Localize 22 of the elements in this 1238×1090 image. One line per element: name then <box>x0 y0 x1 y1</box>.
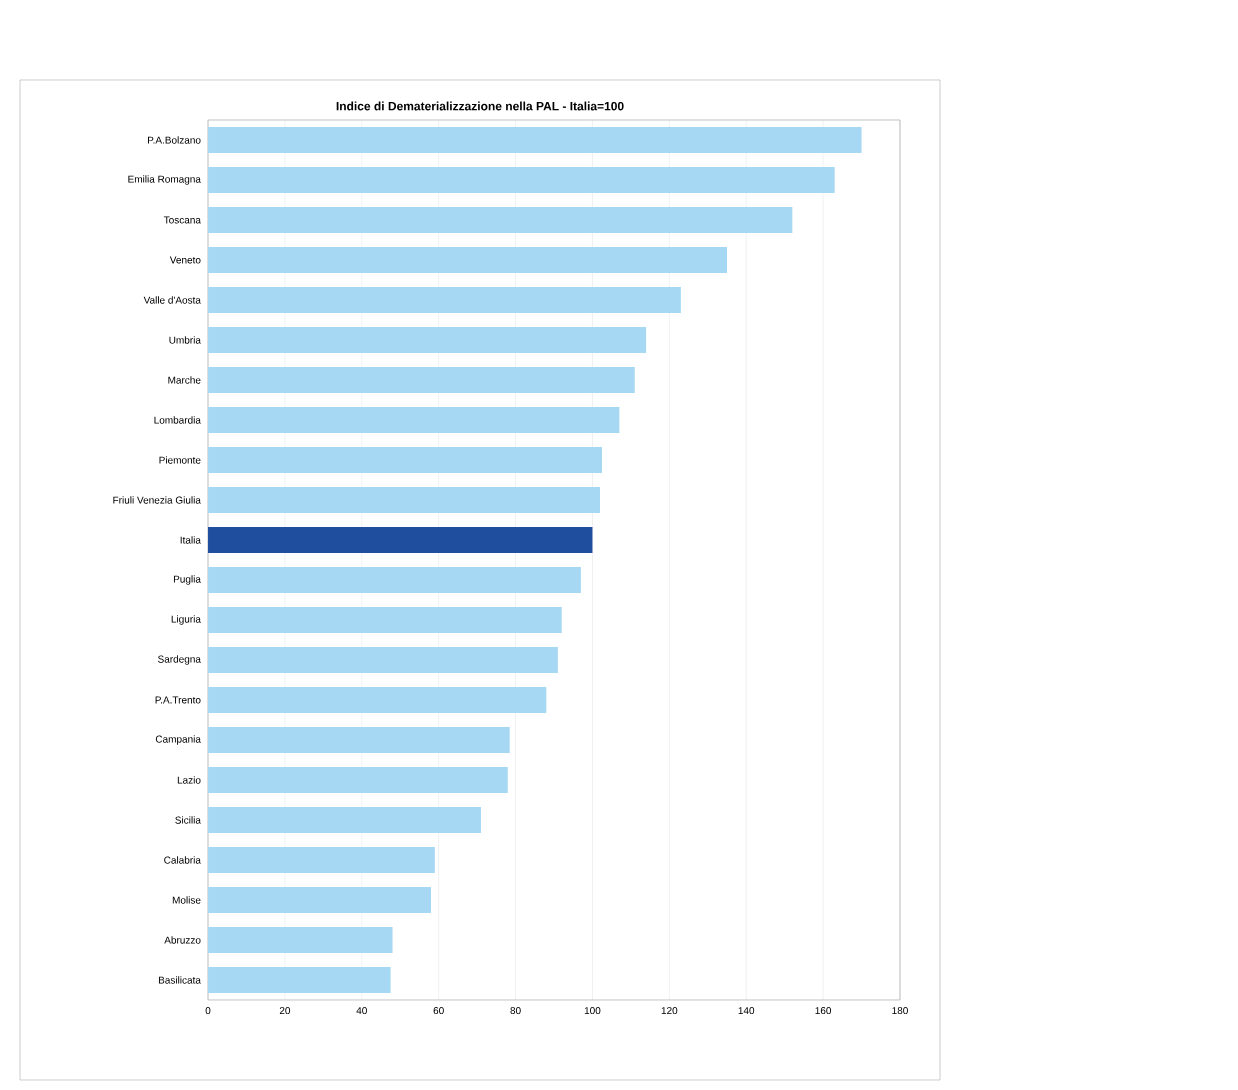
bar <box>208 646 558 673</box>
bar <box>208 686 547 713</box>
bar <box>208 966 391 993</box>
bar <box>208 246 727 273</box>
bar <box>208 566 581 593</box>
bar <box>208 606 562 633</box>
bar <box>208 846 435 873</box>
bar <box>208 926 393 953</box>
bar <box>208 166 835 193</box>
bar <box>208 446 603 473</box>
bar <box>208 366 635 393</box>
bar <box>208 326 647 353</box>
bar <box>208 766 508 793</box>
bar <box>208 126 862 153</box>
bar <box>208 486 601 513</box>
bar <box>208 206 793 233</box>
bar <box>208 726 510 753</box>
bar <box>208 526 593 553</box>
bar <box>208 286 681 313</box>
bar <box>208 406 620 433</box>
bar <box>208 806 481 833</box>
bar <box>208 886 431 913</box>
